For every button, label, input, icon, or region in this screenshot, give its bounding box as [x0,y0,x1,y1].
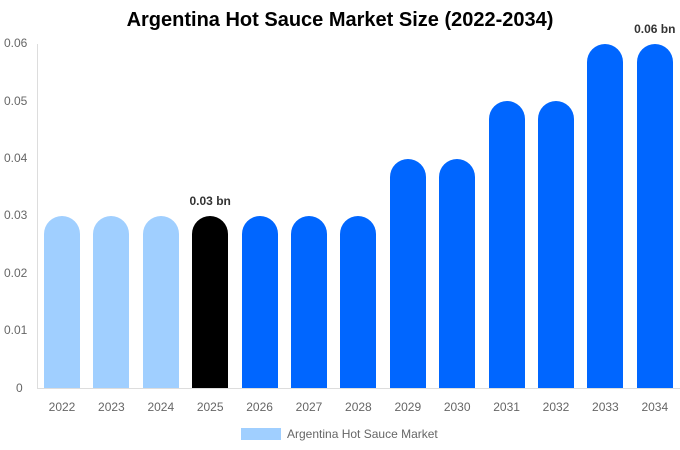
x-tick: 2024 [147,400,175,414]
bar-2023[interactable] [93,216,130,388]
x-tick: 2025 [196,400,224,414]
legend-swatch [241,428,281,440]
x-tick: 2027 [295,400,323,414]
x-tick: 2030 [443,400,471,414]
x-tick: 2028 [345,400,372,414]
legend-label: Argentina Hot Sauce Market [287,427,438,441]
y-tick: 0.03 [4,208,28,222]
y-tick: 0.04 [4,151,28,165]
bar-2030[interactable] [439,158,476,388]
bar-2029[interactable] [389,158,426,388]
chart-title: Argentina Hot Sauce Market Size (2022-20… [126,9,554,31]
y-tick: 0.05 [4,94,28,108]
bar-2026[interactable] [241,216,278,388]
x-tick: 2034 [641,400,669,414]
x-tick: 2029 [394,400,422,414]
bar-2025[interactable] [192,216,229,388]
bar-2033[interactable] [587,44,624,388]
bar-2032[interactable] [538,101,574,388]
bar-2024[interactable] [142,216,179,388]
y-axis-line [37,44,38,389]
x-tick: 2033 [592,400,619,414]
x-tick: 2023 [98,400,125,414]
y-tick: 0 [16,381,23,395]
x-tick: 2031 [493,400,520,414]
x-tick: 2032 [542,400,570,414]
value-label: 0.06 bn [634,22,676,36]
value-label: 0.03 bn [189,194,231,208]
x-tick: 2022 [48,400,76,414]
y-tick: 0.02 [4,266,28,280]
bar-2028[interactable] [340,216,377,388]
y-tick: 0.01 [4,323,28,337]
y-tick: 0.06 [4,36,28,50]
bar-2022[interactable] [44,216,80,388]
x-tick: 2026 [246,400,273,414]
bar-2031[interactable] [488,101,525,388]
x-axis-line [37,388,680,389]
legend[interactable]: Argentina Hot Sauce Market [241,427,438,441]
bar-2027[interactable] [291,216,327,388]
bar-2034[interactable] [636,44,673,388]
